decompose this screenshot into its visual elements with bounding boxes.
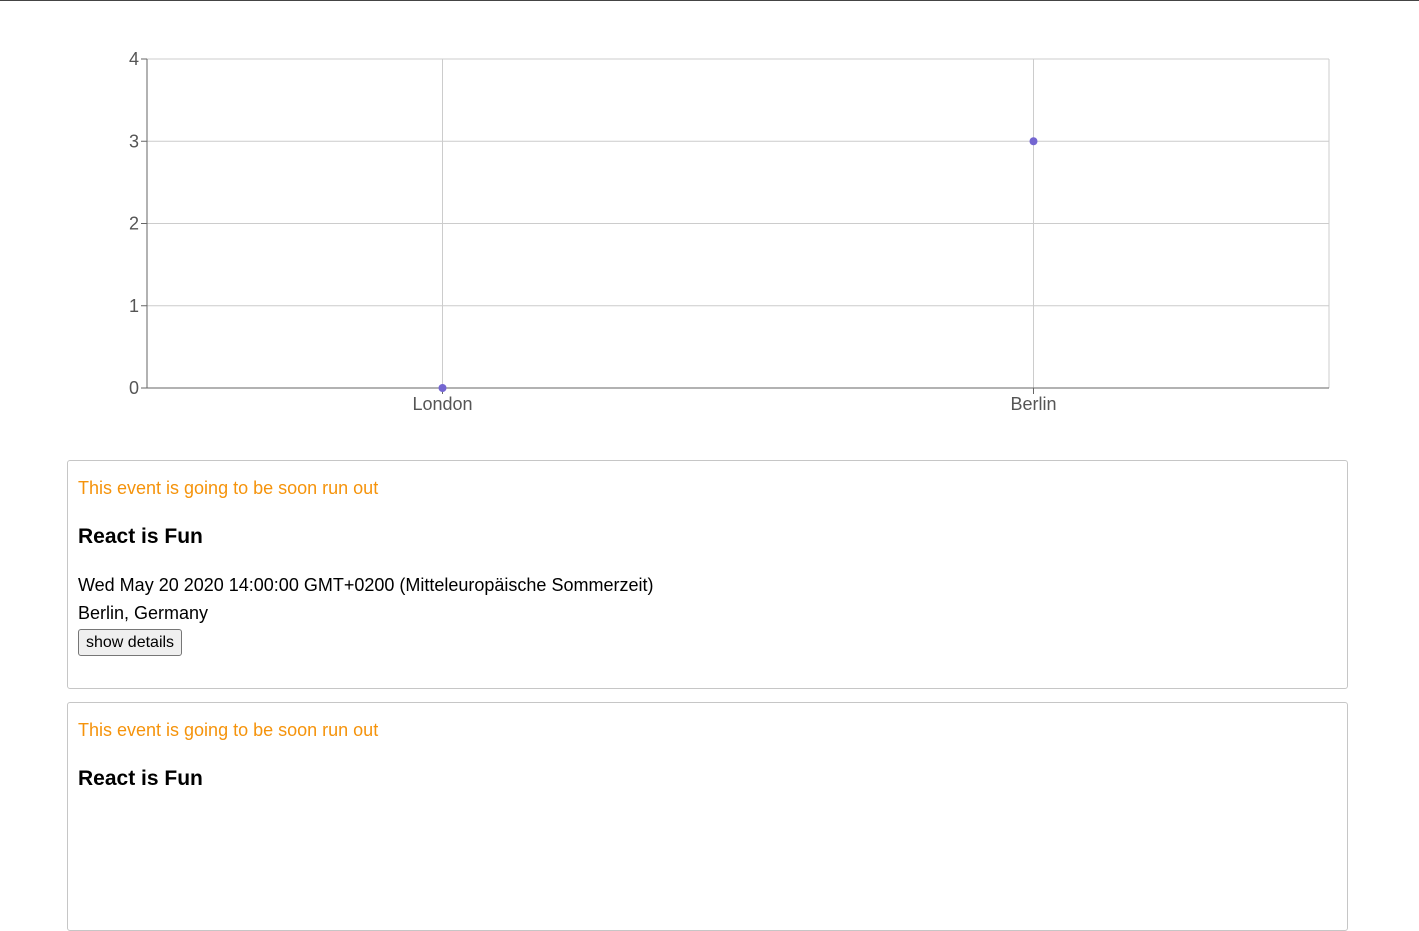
- event-location: Berlin, Germany: [78, 603, 209, 623]
- events-per-city-chart: 0 1 2 3 4 London Berlin: [129, 49, 1330, 414]
- data-point: [1029, 137, 1038, 146]
- data-point: [438, 384, 447, 392]
- event-title: React is Fun: [78, 525, 203, 548]
- chart-grid: [147, 58, 1330, 388]
- y-tick-label: 0: [129, 378, 139, 398]
- chart-points: [438, 137, 1038, 392]
- y-axis-ticks: 0 1 2 3 4: [129, 49, 147, 398]
- show-details-button[interactable]: show details: [78, 629, 183, 656]
- event-warning: This event is going to be soon run out: [78, 478, 379, 498]
- top-border: [0, 0, 1419, 1]
- event-date: Wed May 20 2020 14:00:00 GMT+0200 (Mitte…: [78, 575, 654, 595]
- y-tick-label: 2: [129, 214, 139, 234]
- x-axis-ticks: London Berlin: [412, 388, 1057, 414]
- y-tick-label: 3: [129, 131, 139, 151]
- x-tick-label: Berlin: [1010, 394, 1056, 414]
- event-warning: This event is going to be soon run out: [78, 720, 379, 740]
- event-card: This event is going to be soon run out R…: [67, 460, 1348, 689]
- x-tick-label: London: [412, 394, 472, 414]
- event-title: React is Fun: [78, 767, 203, 790]
- y-tick-label: 1: [129, 296, 139, 316]
- y-tick-label: 4: [129, 49, 139, 69]
- event-card: This event is going to be soon run out R…: [67, 702, 1348, 931]
